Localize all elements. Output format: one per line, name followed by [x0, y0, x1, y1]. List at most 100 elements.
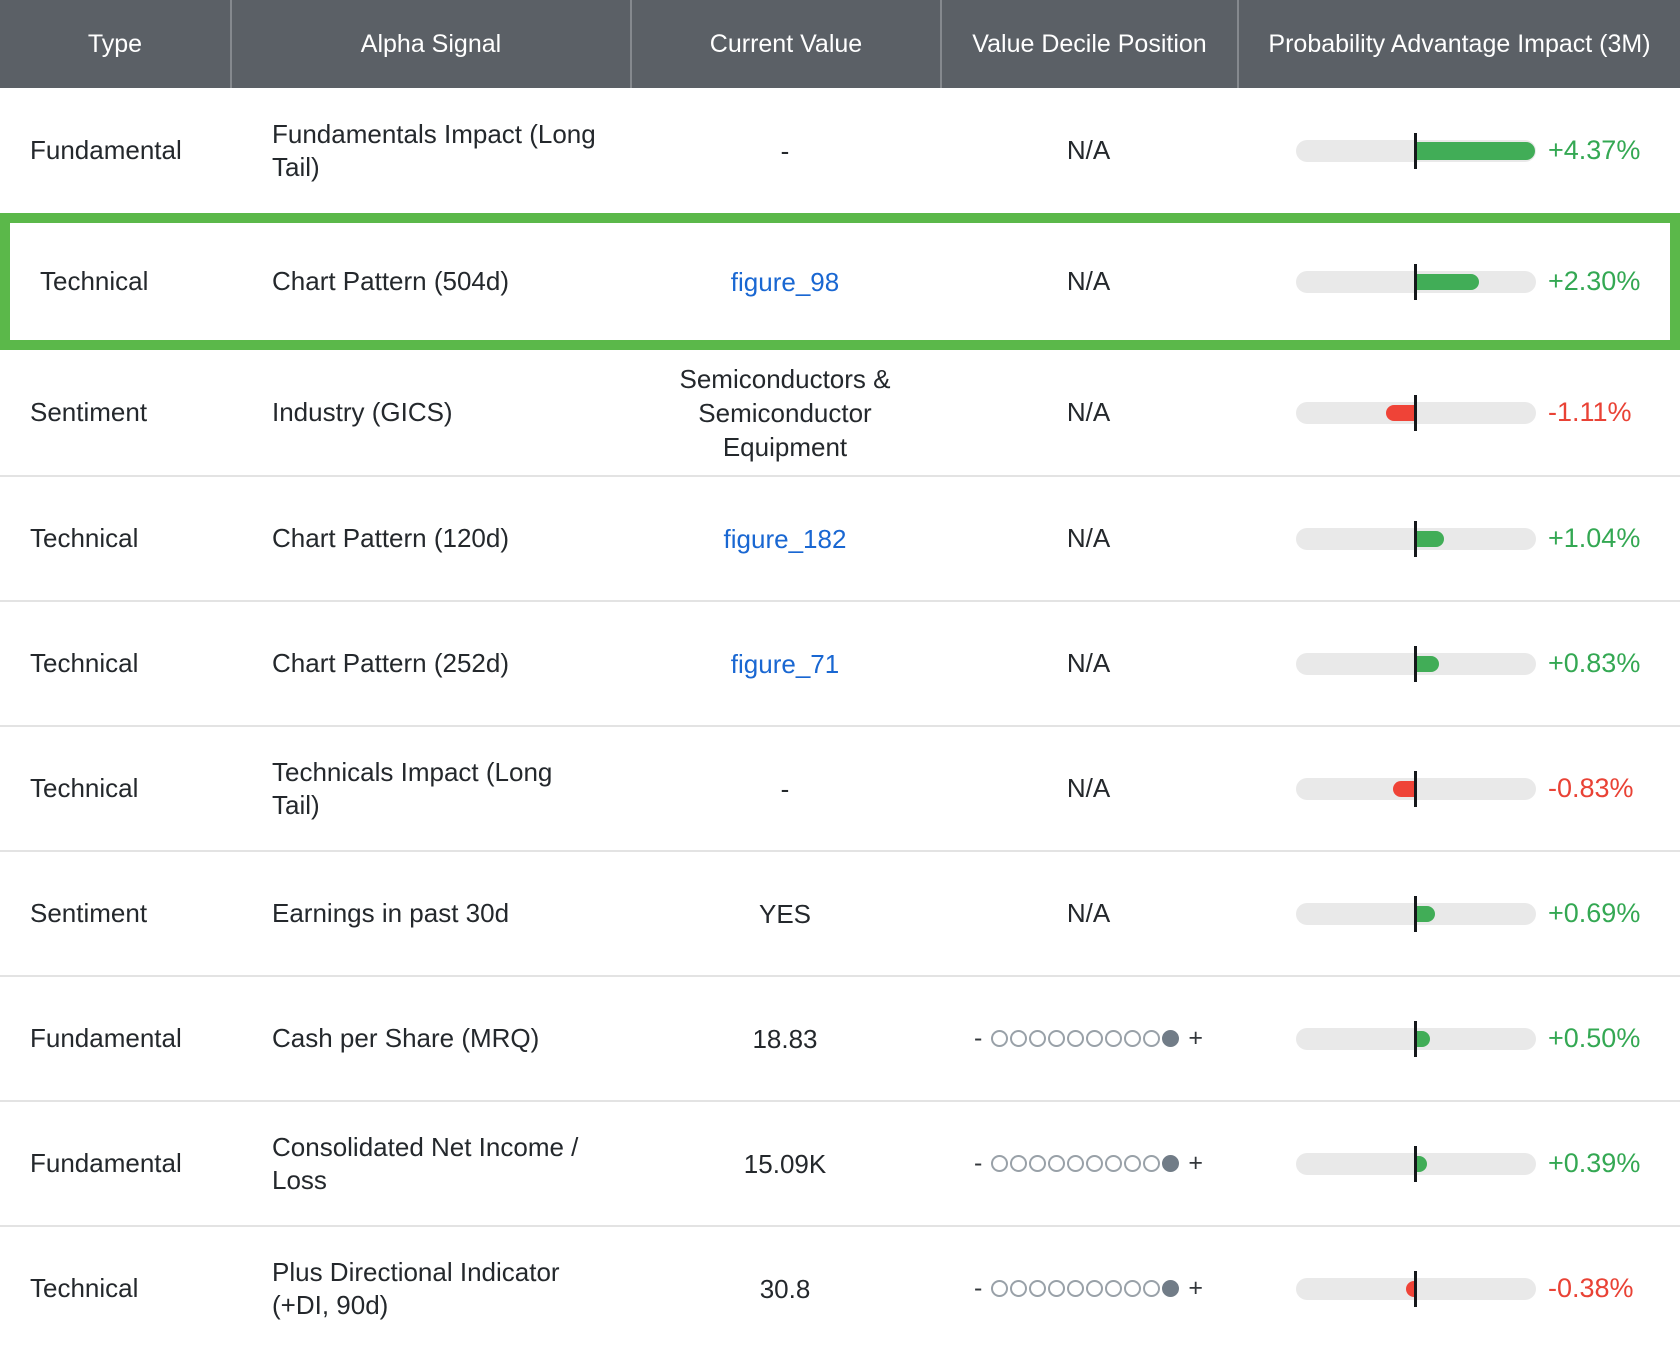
decile-dot — [1086, 1030, 1103, 1047]
decile-na-label: N/A — [1067, 397, 1110, 428]
decile-dot — [991, 1280, 1008, 1297]
value-decile-cell: N/A — [940, 350, 1237, 475]
value-decile-cell: N/A — [940, 727, 1237, 850]
type-cell: Technical — [10, 223, 230, 340]
alpha-signal-cell: Chart Pattern (252d) — [230, 602, 630, 725]
table-row[interactable]: Fundamental Consolidated Net Income / Lo… — [0, 1100, 1680, 1225]
impact-cell: +0.50% — [1237, 977, 1680, 1100]
current-value-cell: - — [630, 88, 940, 213]
decile-dot-filled — [1162, 1280, 1179, 1297]
current-value-link[interactable]: figure_98 — [731, 265, 839, 299]
type-label: Technical — [30, 523, 138, 554]
table-row[interactable]: Technical Plus Directional Indicator (+D… — [0, 1225, 1680, 1350]
current-value: Semiconductors & Semiconductor Equipment — [665, 362, 905, 464]
impact-cell: +4.37% — [1237, 88, 1680, 213]
value-decile-cell: N/A — [940, 852, 1237, 975]
impact-cell: +2.30% — [1237, 223, 1680, 340]
impact-cell: -1.11% — [1237, 350, 1680, 475]
decile-dots — [990, 1030, 1180, 1047]
decile-na-label: N/A — [1067, 773, 1110, 804]
decile-minus-label: - — [974, 1024, 982, 1053]
alpha-signal-label: Chart Pattern (120d) — [272, 522, 509, 555]
table-row[interactable]: Fundamental Fundamentals Impact (Long Ta… — [0, 88, 1680, 213]
table-row[interactable]: Technical Technicals Impact (Long Tail) … — [0, 725, 1680, 850]
decile-dot — [1048, 1280, 1065, 1297]
current-value-cell: YES — [630, 852, 940, 975]
current-value: - — [781, 772, 790, 806]
impact-bar-fill — [1416, 531, 1444, 547]
type-cell: Fundamental — [0, 1102, 230, 1225]
decile-minus-label: - — [974, 1149, 982, 1178]
alpha-signals-table: Type Alpha Signal Current Value Value De… — [0, 0, 1680, 1350]
current-value-cell: figure_98 — [630, 223, 940, 340]
table-row[interactable]: Sentiment Industry (GICS) Semiconductors… — [0, 350, 1680, 475]
current-value-link[interactable]: figure_71 — [731, 647, 839, 681]
impact-value-label: +0.83% — [1548, 648, 1640, 679]
impact-value-label: -0.83% — [1548, 773, 1634, 804]
decile-position-widget: -+ — [974, 1024, 1203, 1053]
impact-bar-zero-tick — [1414, 771, 1417, 807]
alpha-signal-label: Chart Pattern (504d) — [272, 265, 509, 298]
decile-position-widget: -+ — [974, 1274, 1203, 1303]
type-label: Fundamental — [30, 1023, 182, 1054]
impact-bar-fill — [1416, 906, 1435, 922]
impact-bar — [1296, 140, 1536, 162]
impact-bar-fill — [1416, 656, 1439, 672]
impact-cell: +0.83% — [1237, 602, 1680, 725]
decile-dot — [1086, 1280, 1103, 1297]
impact-value-label: +0.39% — [1548, 1148, 1640, 1179]
decile-plus-label: + — [1188, 1149, 1203, 1178]
current-value-link[interactable]: figure_182 — [724, 522, 847, 556]
type-label: Technical — [40, 266, 148, 297]
decile-minus-label: - — [974, 1274, 982, 1303]
decile-na-label: N/A — [1067, 135, 1110, 166]
type-label: Technical — [30, 773, 138, 804]
impact-value-label: -1.11% — [1548, 397, 1632, 428]
impact-bar-zero-tick — [1414, 896, 1417, 932]
current-value-cell: 18.83 — [630, 977, 940, 1100]
type-cell: Technical — [0, 602, 230, 725]
current-value-cell: - — [630, 727, 940, 850]
decile-dot — [1086, 1155, 1103, 1172]
impact-bar-fill — [1416, 1031, 1430, 1047]
type-label: Fundamental — [30, 1148, 182, 1179]
type-cell: Sentiment — [0, 350, 230, 475]
table-row[interactable]: Technical Chart Pattern (120d) figure_18… — [0, 475, 1680, 600]
alpha-signal-label: Plus Directional Indicator (+DI, 90d) — [272, 1256, 602, 1322]
table-row[interactable]: Technical Chart Pattern (252d) figure_71… — [0, 600, 1680, 725]
impact-bar-fill — [1386, 405, 1416, 421]
decile-na-label: N/A — [1067, 266, 1110, 297]
type-label: Sentiment — [30, 397, 147, 428]
impact-value-label: +1.04% — [1548, 523, 1640, 554]
current-value-cell: Semiconductors & Semiconductor Equipment — [630, 350, 940, 475]
table-row[interactable]: Fundamental Cash per Share (MRQ) 18.83 -… — [0, 975, 1680, 1100]
table-row[interactable]: Sentiment Earnings in past 30d YES N/A +… — [0, 850, 1680, 975]
decile-dot — [1067, 1155, 1084, 1172]
impact-bar-zero-tick — [1414, 1146, 1417, 1182]
impact-bar-zero-tick — [1414, 646, 1417, 682]
value-decile-cell: N/A — [940, 477, 1237, 600]
type-label: Technical — [30, 648, 138, 679]
decile-dot — [1124, 1280, 1141, 1297]
decile-dot — [1105, 1155, 1122, 1172]
decile-dot — [1124, 1030, 1141, 1047]
column-header-probability-advantage-impact: Probability Advantage Impact (3M) — [1237, 0, 1680, 88]
impact-bar-zero-tick — [1414, 133, 1417, 169]
impact-bar-fill — [1416, 274, 1479, 290]
alpha-signal-cell: Earnings in past 30d — [230, 852, 630, 975]
impact-cell: -0.38% — [1237, 1227, 1680, 1350]
column-header-current-value: Current Value — [630, 0, 940, 88]
impact-bar — [1296, 778, 1536, 800]
current-value: - — [781, 134, 790, 168]
type-cell: Technical — [0, 477, 230, 600]
decile-dot-filled — [1162, 1155, 1179, 1172]
decile-dot — [1105, 1030, 1122, 1047]
alpha-signal-label: Consolidated Net Income / Loss — [272, 1131, 602, 1197]
column-header-alpha-signal: Alpha Signal — [230, 0, 630, 88]
decile-dots — [990, 1155, 1180, 1172]
type-label: Technical — [30, 1273, 138, 1304]
table-row[interactable]: Technical Chart Pattern (504d) figure_98… — [0, 213, 1680, 350]
impact-bar — [1296, 653, 1536, 675]
impact-cell: +1.04% — [1237, 477, 1680, 600]
column-header-value-decile-position: Value Decile Position — [940, 0, 1237, 88]
